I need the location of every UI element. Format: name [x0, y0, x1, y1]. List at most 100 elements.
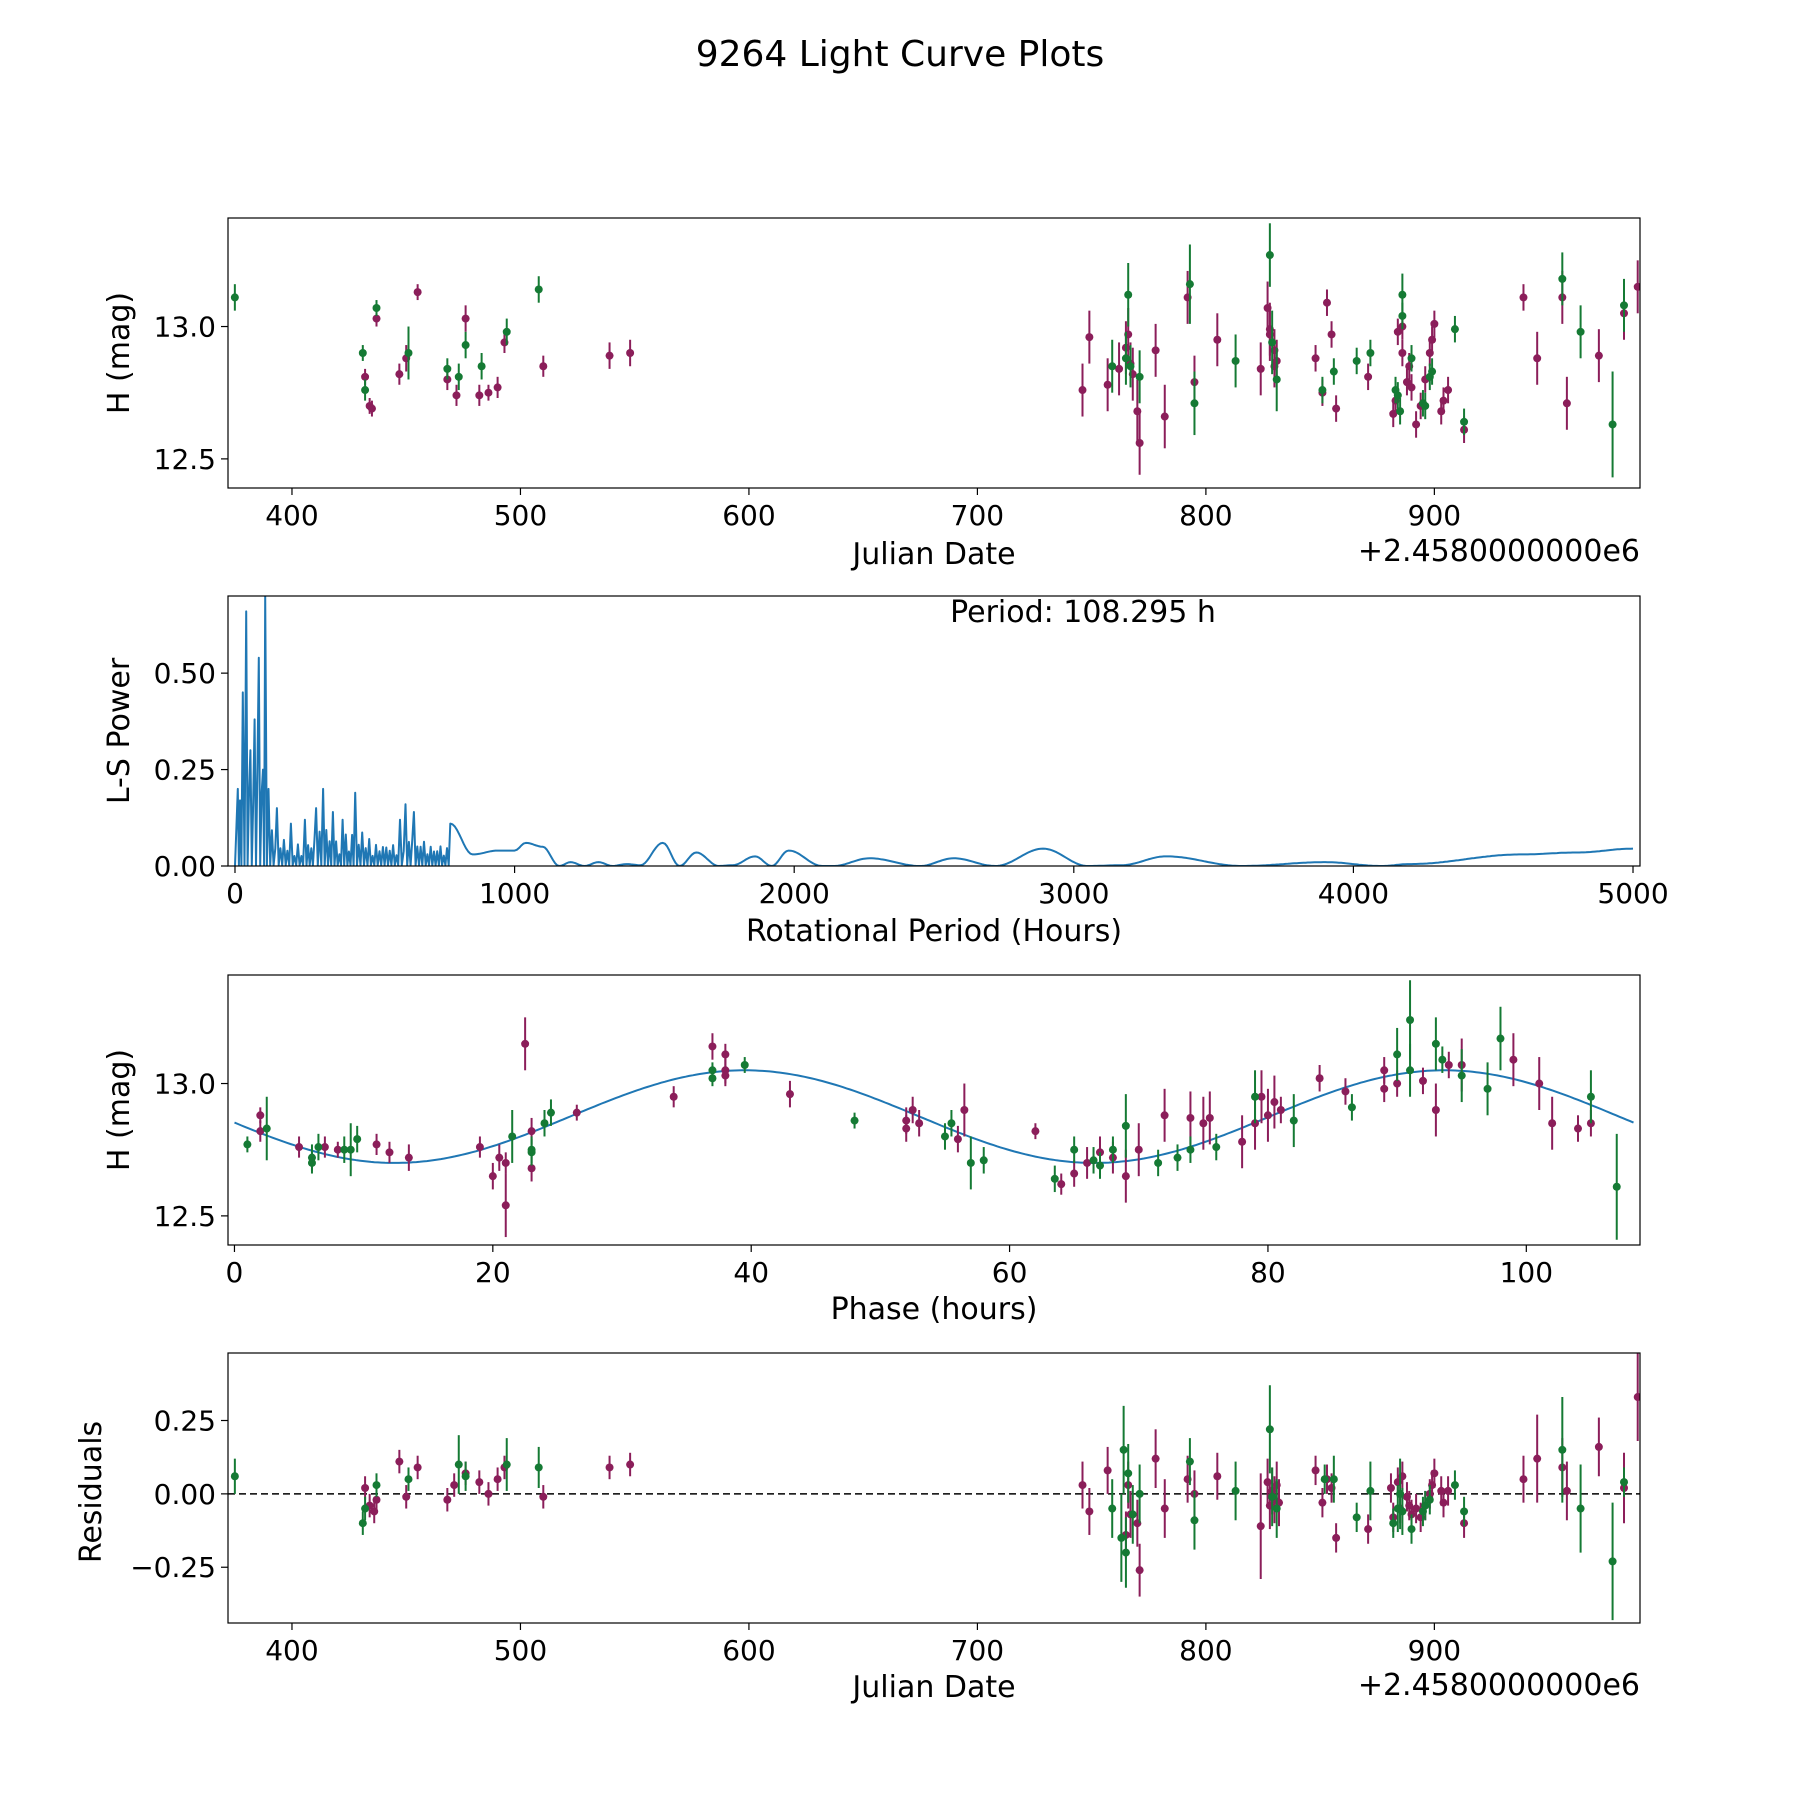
- x-tick-label: 400: [265, 1634, 318, 1667]
- x-tick-label: 700: [951, 1634, 1004, 1667]
- data-point: [1332, 404, 1341, 413]
- figure-title: 9264 Light Curve Plots: [696, 34, 1105, 75]
- data-point: [1396, 407, 1405, 416]
- data-point: [493, 1475, 502, 1484]
- data-point: [1586, 1092, 1595, 1101]
- data-point: [1190, 399, 1199, 408]
- data-point: [1160, 412, 1169, 421]
- data-point: [1329, 367, 1338, 376]
- data-point: [785, 1090, 794, 1099]
- data-point: [1272, 1504, 1281, 1513]
- data-point: [1050, 1174, 1059, 1183]
- data-point: [1380, 1066, 1389, 1075]
- data-point: [1238, 1137, 1247, 1146]
- data-point: [1573, 1124, 1582, 1133]
- data-point: [1151, 1454, 1160, 1463]
- data-point: [443, 364, 452, 373]
- data-point: [404, 1475, 413, 1484]
- data-point: [1117, 1533, 1126, 1542]
- data-point: [385, 1148, 394, 1157]
- data-point: [1483, 1084, 1492, 1093]
- data-point: [1460, 1507, 1469, 1516]
- data-point: [1460, 417, 1469, 426]
- residuals-x-offset: +2.4580000000e6: [1358, 1668, 1640, 1703]
- data-point: [1444, 1486, 1453, 1495]
- data-point: [1406, 1016, 1415, 1024]
- x-tick-label: 500: [494, 1634, 547, 1667]
- data-point: [1311, 1466, 1320, 1475]
- y-tick-label: 0.25: [154, 1405, 216, 1438]
- data-point: [475, 391, 484, 400]
- data-point: [484, 1489, 493, 1498]
- data-point: [1160, 1504, 1169, 1513]
- x-tick-label: 20: [475, 1256, 511, 1289]
- data-point: [1134, 1145, 1143, 1154]
- x-tick-label: 3000: [1038, 877, 1109, 910]
- data-point: [1393, 1079, 1402, 1088]
- data-point: [1329, 1475, 1338, 1484]
- data-point: [395, 1457, 404, 1466]
- data-point: [1205, 1113, 1214, 1122]
- data-point: [1256, 364, 1265, 373]
- data-point: [947, 1119, 956, 1128]
- residuals-frame: [227, 1352, 1641, 1624]
- data-point: [708, 1042, 717, 1051]
- data-point: [1135, 372, 1144, 381]
- data-point: [1212, 1143, 1221, 1152]
- data-point: [372, 314, 381, 323]
- data-point: [1380, 1084, 1389, 1093]
- data-point: [1444, 386, 1453, 395]
- residuals-panel: 400 500 600 700 800 900 −0.25 0.00 0.25 Julian D…: [74, 1352, 1641, 1705]
- periodogram-frame: [227, 595, 1641, 867]
- data-point: [372, 1495, 381, 1504]
- data-point: [1085, 1507, 1094, 1516]
- data-point: [1318, 1498, 1327, 1507]
- data-point: [502, 1460, 511, 1469]
- data-point: [1431, 1039, 1440, 1048]
- y-tick-label: −0.25: [130, 1551, 216, 1584]
- data-point: [1444, 1061, 1453, 1069]
- data-point: [539, 362, 548, 371]
- data-point: [546, 1108, 555, 1117]
- lightcurve-content: [230, 223, 1640, 478]
- data-point: [1421, 401, 1430, 410]
- data-point: [1533, 354, 1542, 363]
- data-point: [404, 349, 413, 357]
- data-point: [1608, 420, 1617, 429]
- data-point: [953, 1135, 962, 1144]
- data-point: [1268, 338, 1277, 347]
- data-point: [1128, 1510, 1137, 1519]
- data-point: [1576, 1504, 1585, 1513]
- data-point: [1070, 1169, 1079, 1178]
- x-tick-label: 60: [992, 1256, 1028, 1289]
- y-tick-label: 12.5: [154, 1200, 216, 1233]
- data-point: [1562, 399, 1571, 408]
- data-point: [1121, 1172, 1130, 1181]
- data-point: [358, 349, 367, 357]
- data-point: [1108, 1145, 1117, 1154]
- data-point: [413, 1463, 422, 1472]
- data-point: [1126, 362, 1135, 371]
- data-point: [495, 1153, 504, 1162]
- data-point: [230, 1472, 239, 1481]
- data-point: [626, 1460, 635, 1469]
- data-point: [1070, 1145, 1079, 1154]
- data-point: [534, 1463, 543, 1472]
- data-point: [1576, 327, 1585, 336]
- x-tick-label: 900: [1408, 499, 1461, 532]
- phased-ylabel: H (mag): [102, 1049, 137, 1171]
- data-point: [1078, 386, 1087, 395]
- data-point: [475, 1478, 484, 1487]
- data-point: [1085, 333, 1094, 342]
- periodogram-content: [234, 596, 1634, 866]
- data-point: [501, 1158, 510, 1167]
- data-point: [452, 391, 461, 400]
- data-point: [1089, 1156, 1098, 1165]
- y-tick-label: 0.00: [154, 1478, 216, 1511]
- data-point: [605, 1463, 614, 1472]
- data-point: [1364, 1525, 1373, 1534]
- x-tick-label: 400: [265, 499, 318, 532]
- data-point: [1135, 439, 1144, 447]
- data-point: [395, 370, 404, 379]
